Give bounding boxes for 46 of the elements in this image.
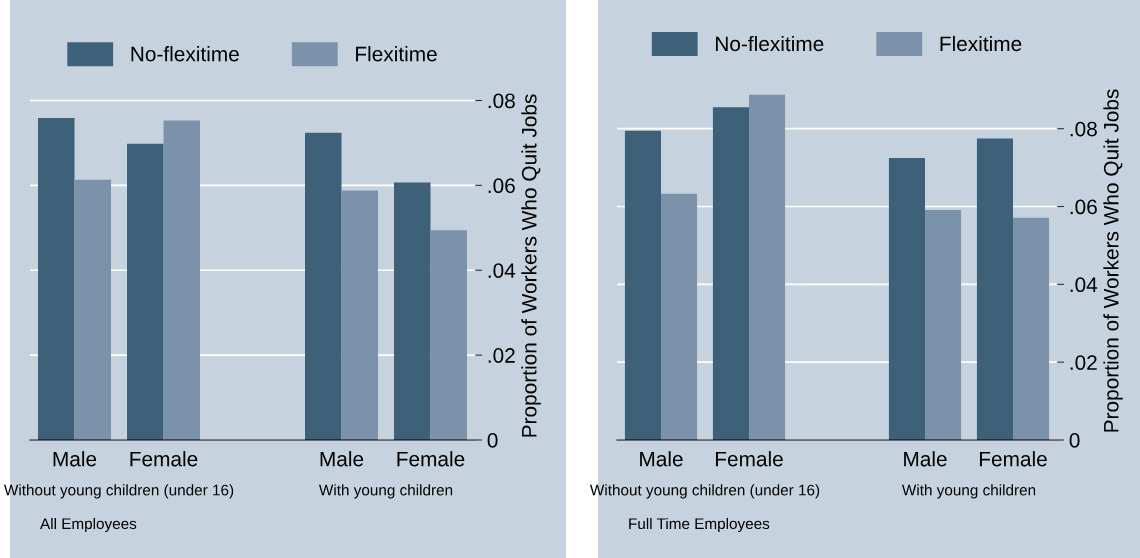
bar — [661, 193, 698, 440]
bar — [749, 94, 786, 440]
legend-label: No-flexitime — [716, 35, 824, 52]
bar — [38, 117, 75, 440]
bar — [712, 107, 749, 440]
y-tick-label: .02 — [488, 348, 515, 363]
y-axis-title: Proportion of Workers Who Quit Jobs — [1103, 89, 1123, 432]
y-tick-label: 0 — [487, 433, 498, 448]
bar — [888, 157, 925, 440]
bar — [74, 179, 111, 440]
y-tick-label: .08 — [1070, 121, 1097, 137]
bar — [1013, 217, 1050, 440]
x-tick-label: Male — [904, 451, 947, 467]
text: Without young children (under 16) — [4, 484, 234, 499]
y-tick-label: .04 — [1070, 277, 1098, 293]
bar — [430, 230, 467, 440]
y-axis-title: Proportion of Workers Who Quit Jobs — [521, 94, 541, 437]
text: Without young children (under 16) — [590, 484, 820, 499]
y-tick-label: .06 — [488, 178, 515, 194]
bar — [305, 132, 342, 440]
text: With young children — [901, 484, 1036, 499]
text: All Employees — [40, 517, 137, 533]
bar — [341, 190, 378, 440]
legend-label: Flexitime — [940, 35, 1022, 52]
y-tick-label: .08 — [488, 93, 515, 109]
text: With young children — [318, 484, 453, 499]
x-tick-label: Female — [397, 451, 465, 467]
bar — [394, 182, 431, 440]
x-tick-label: Male — [53, 451, 97, 467]
bar — [976, 138, 1013, 440]
legend-label: Flexitime — [356, 46, 437, 62]
x-tick-label: Male — [320, 451, 364, 467]
bar — [127, 143, 164, 440]
x-tick-label: Female — [979, 451, 1047, 467]
bar — [624, 130, 661, 440]
y-tick-label: 0 — [1069, 433, 1080, 448]
bar — [925, 210, 962, 440]
y-tick-label: .04 — [488, 263, 516, 278]
bar — [163, 120, 200, 440]
x-tick-label: Male — [640, 451, 683, 467]
text: Full Time Employees — [629, 517, 770, 533]
y-tick-label: .06 — [1070, 199, 1097, 215]
y-tick-label: .02 — [1070, 355, 1097, 370]
x-tick-label: Female — [130, 451, 198, 467]
x-tick-label: Female — [715, 451, 783, 467]
legend-label: No-flexitime — [131, 46, 239, 62]
